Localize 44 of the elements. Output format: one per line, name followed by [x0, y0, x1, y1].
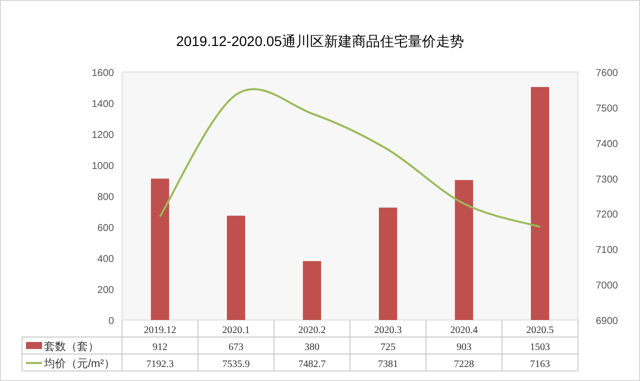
y2-tick-label: 6900: [596, 316, 618, 327]
y2-tick-label: 7300: [596, 174, 618, 186]
bar: [150, 178, 170, 320]
x-tick-label: 2020.5: [526, 325, 554, 336]
data-label: 7535.9: [222, 359, 250, 370]
x-tick-label: 2020.2: [298, 325, 326, 336]
y-tick-label: 0: [108, 316, 114, 327]
legend-label: 均价（元/m²）: [43, 358, 115, 370]
x-tick-label: 2020.4: [450, 325, 478, 336]
x-tick-label: 2019.12: [144, 325, 176, 336]
bar: [454, 180, 474, 320]
data-label: 7192.3: [146, 359, 174, 370]
y2-tick-label: 7500: [596, 103, 618, 114]
data-label: 903: [456, 342, 472, 353]
data-label: 1503: [530, 342, 550, 353]
chart-title: 2019.12-2020.05通川区新建商品住宅量价走势: [176, 33, 464, 49]
bar: [302, 261, 322, 320]
y2-tick-label: 7200: [596, 210, 618, 221]
data-label: 7381: [378, 359, 398, 370]
y2-tick-label: 7000: [596, 280, 618, 292]
x-tick-label: 2020.3: [374, 325, 402, 336]
data-label: 380: [304, 342, 320, 353]
x-tick-label: 2020.1: [222, 325, 250, 336]
bar: [226, 216, 246, 320]
y2-tick-label: 7100: [596, 245, 618, 256]
y-tick-label: 400: [97, 254, 114, 265]
data-label: 7163: [530, 359, 550, 370]
y-tick-label: 600: [97, 223, 114, 234]
y-tick-label: 800: [97, 192, 114, 203]
y-tick-label: 1000: [92, 161, 114, 172]
y-tick-label: 1400: [92, 99, 114, 110]
data-label: 673: [228, 342, 244, 353]
bar: [530, 87, 550, 320]
data-label: 7482.7: [298, 359, 326, 370]
data-label: 7228: [454, 359, 474, 370]
data-label: 912: [152, 342, 168, 353]
y-tick-label: 1600: [92, 68, 114, 79]
legend-label: 套数（套）: [44, 341, 99, 353]
y2-tick-label: 7400: [596, 138, 618, 150]
y-tick-label: 200: [97, 285, 114, 296]
bar: [378, 208, 398, 320]
y-tick-label: 1200: [92, 130, 114, 141]
data-label: 725: [380, 342, 396, 353]
y2-tick-label: 7600: [596, 68, 618, 79]
